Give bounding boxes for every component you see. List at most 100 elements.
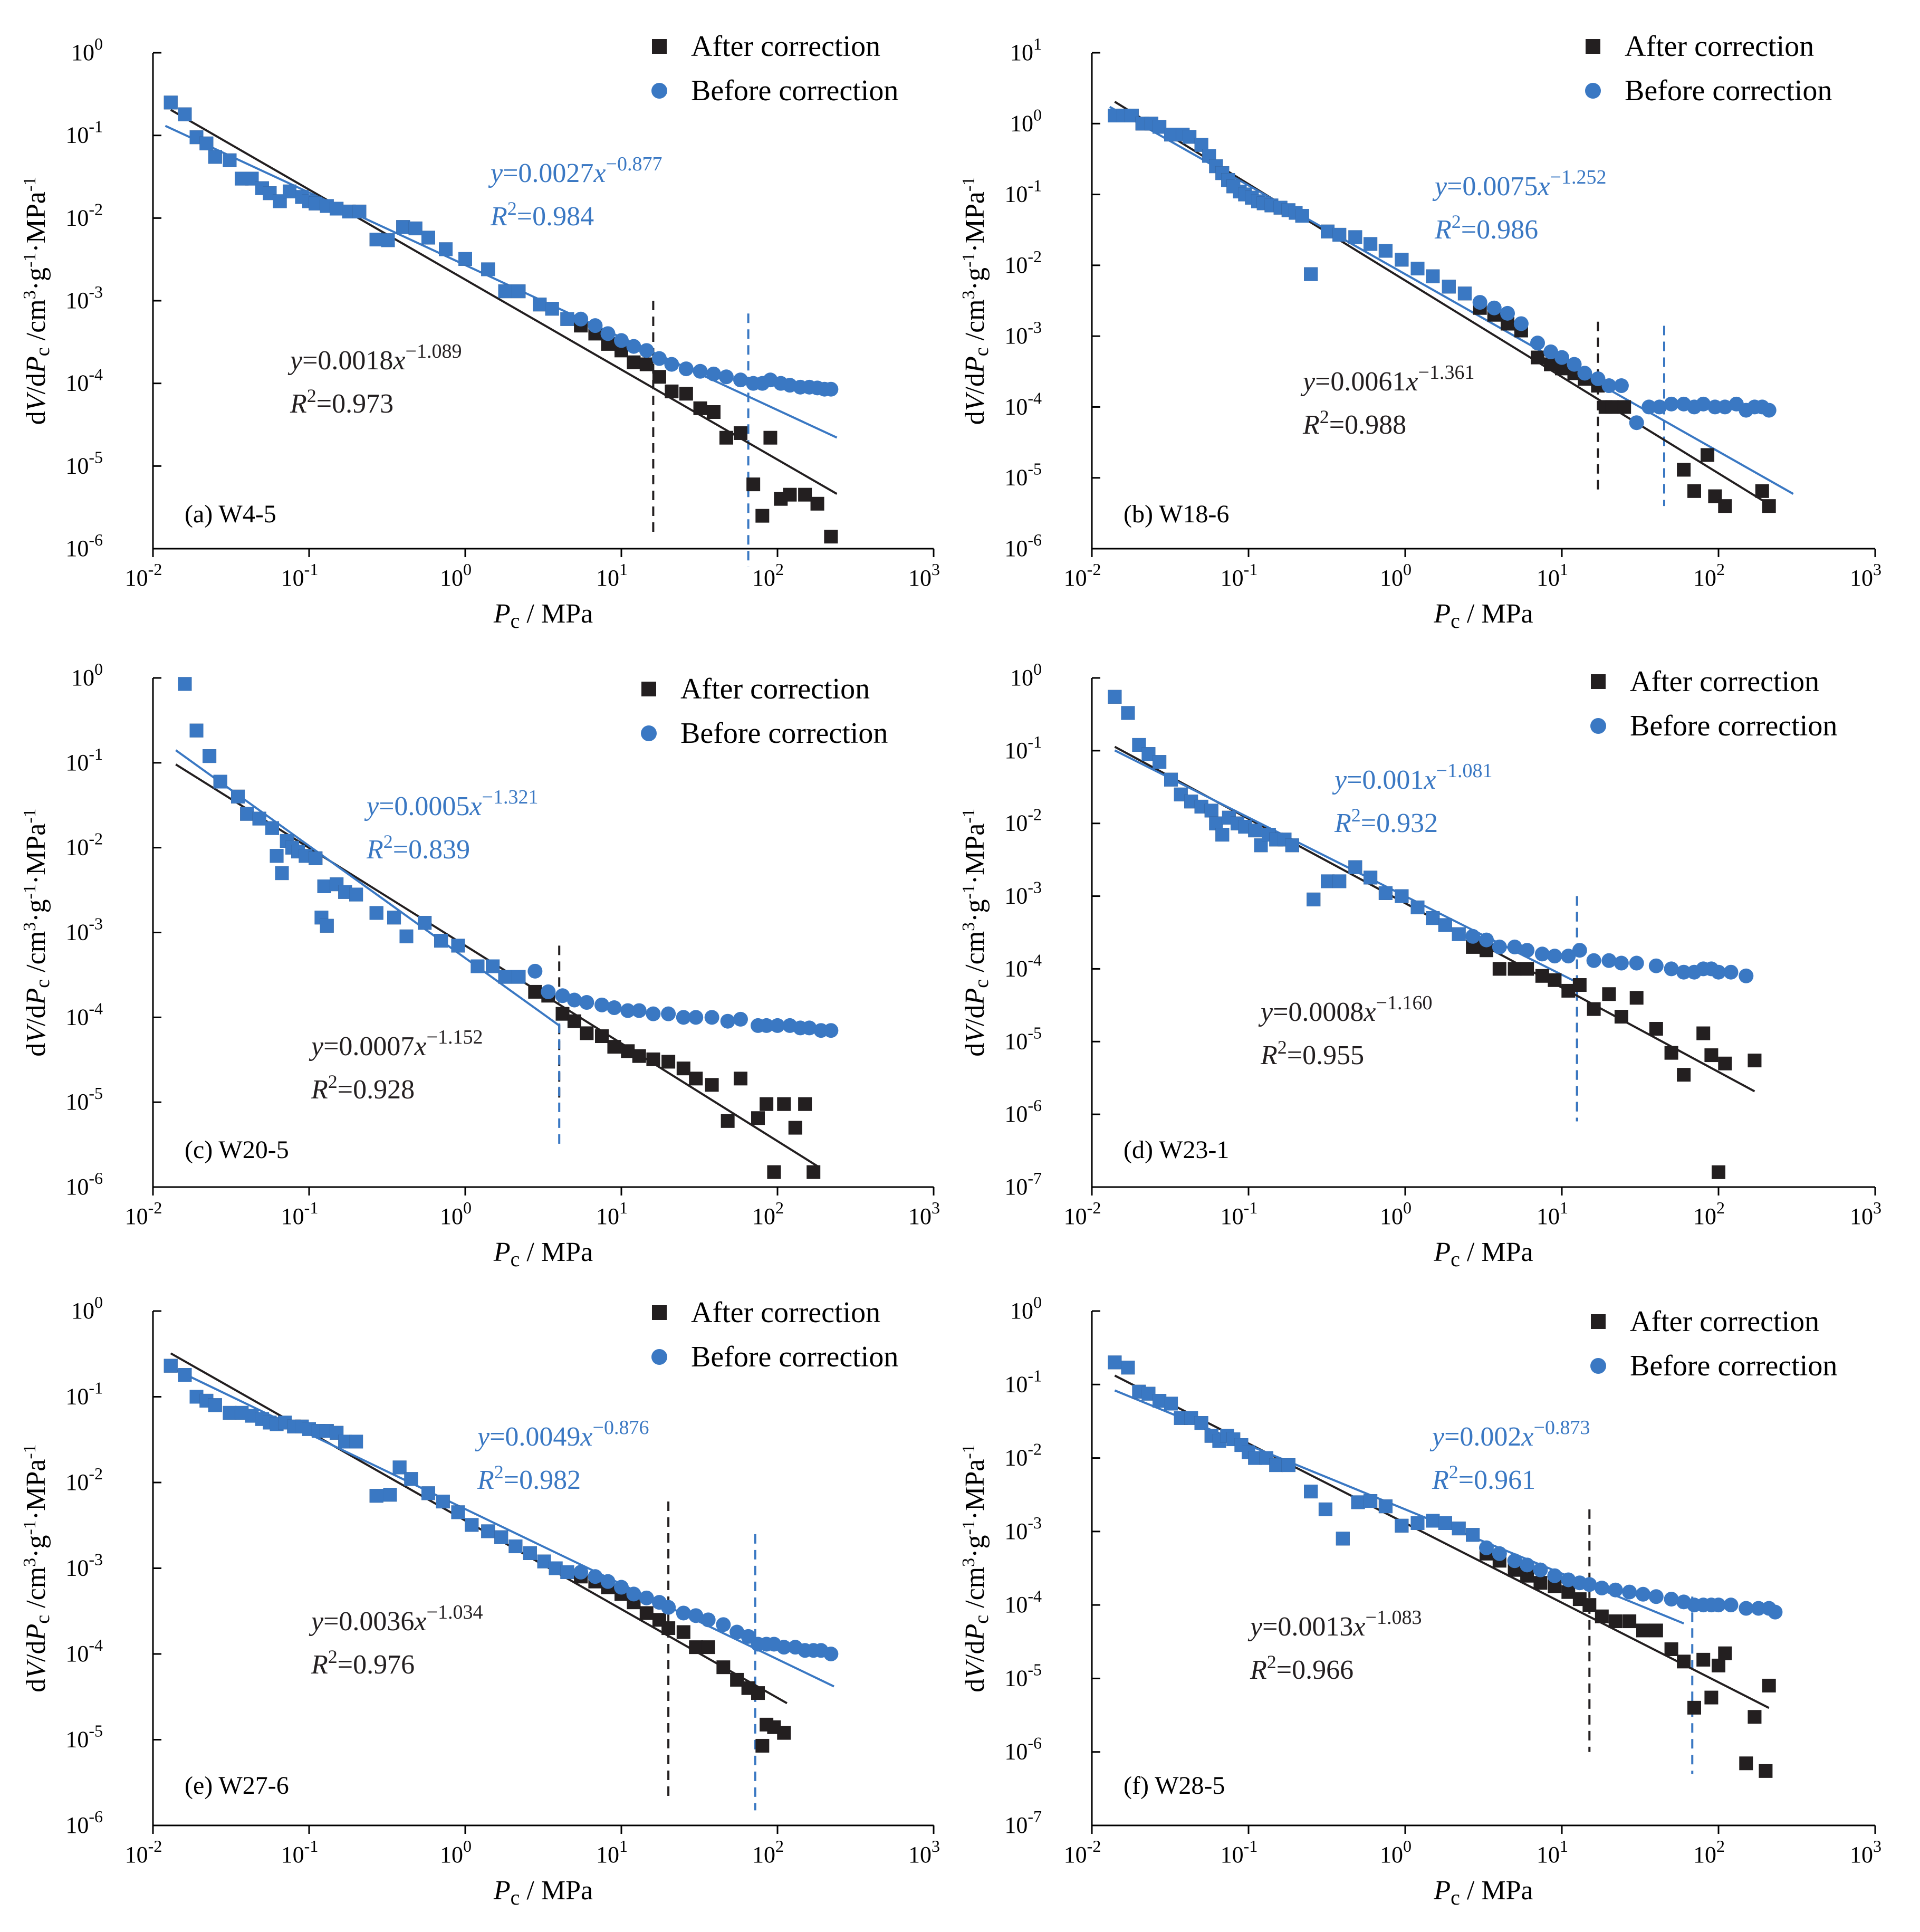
data-point-before <box>1534 946 1550 962</box>
y-tick-label: 10-6 <box>1004 1734 1042 1765</box>
data-point-before <box>614 1580 629 1595</box>
data-point-after <box>1582 1598 1597 1612</box>
data-point-after <box>733 1072 747 1086</box>
data-point-after <box>595 1029 609 1044</box>
x-tick-label: 100 <box>1380 1198 1412 1229</box>
data-point-after <box>755 1738 770 1753</box>
data-point-before <box>693 364 708 379</box>
data-point-after <box>1687 484 1701 498</box>
data-point-before <box>527 963 543 979</box>
data-point-before <box>1711 1598 1726 1613</box>
data-point-after <box>676 1061 690 1076</box>
data-point-after <box>676 1625 690 1639</box>
data-point-before <box>545 302 559 316</box>
fit-after-equation: y=0.0013x−1.083 <box>1247 1606 1422 1642</box>
data-point-after <box>1677 463 1691 477</box>
data-point-before <box>1696 396 1711 412</box>
data-point-before <box>688 1010 704 1025</box>
x-tick-label: 102 <box>752 560 784 591</box>
data-point-after <box>1718 1056 1732 1070</box>
data-point-before <box>676 1605 691 1621</box>
data-point-before <box>1304 1485 1318 1499</box>
data-point-before <box>1321 874 1335 888</box>
data-point-before <box>481 1524 495 1538</box>
data-point-before <box>567 992 582 1008</box>
y-tick-label: 100 <box>1010 105 1042 136</box>
data-point-before <box>465 1518 479 1532</box>
fit-before-r-squared: R2=0.982 <box>477 1461 581 1495</box>
data-point-before <box>421 231 435 245</box>
data-point-before <box>600 1574 616 1589</box>
data-point-before <box>1492 939 1507 954</box>
data-point-before <box>1457 286 1472 301</box>
data-point-before <box>718 369 734 385</box>
legend-label-after: After correction <box>1630 1305 1819 1338</box>
data-point-before <box>317 879 331 893</box>
data-point-before <box>678 361 694 377</box>
legend-marker-before <box>651 83 667 99</box>
data-point-before <box>646 1006 661 1021</box>
data-point-before <box>494 1530 508 1544</box>
data-point-before <box>1520 1557 1535 1573</box>
data-point-before <box>759 1018 774 1033</box>
y-axis-title: dV/dPc /cm3·g-1·MPa-1 <box>959 1444 993 1692</box>
y-tick-label: 10-2 <box>1004 247 1042 278</box>
data-point-before <box>1761 403 1777 418</box>
data-point-before <box>387 911 401 925</box>
x-tick-label: 10-2 <box>125 1837 162 1868</box>
data-point-before <box>240 807 254 821</box>
data-point-before <box>396 220 410 234</box>
x-axis-title: Pc / MPa <box>493 599 593 633</box>
legend-label-before: Before correction <box>691 1341 898 1373</box>
data-point-before <box>1336 1532 1350 1546</box>
legend-label-before: Before correction <box>691 74 898 107</box>
x-tick-label: 10-1 <box>281 1837 319 1868</box>
data-point-before <box>1121 706 1135 720</box>
data-point-before <box>537 1554 551 1568</box>
data-point-after <box>665 384 679 398</box>
data-point-before <box>1530 336 1545 351</box>
data-point-before <box>283 184 297 198</box>
data-point-before <box>1295 208 1309 223</box>
data-point-before <box>626 1586 641 1602</box>
data-point-after <box>1629 991 1644 1005</box>
y-tick-label: 10-3 <box>65 282 103 313</box>
data-point-before <box>1318 1502 1332 1516</box>
data-point-before <box>1601 378 1617 394</box>
data-point-before <box>471 959 485 973</box>
data-point-before <box>560 312 574 326</box>
data-point-after <box>810 496 824 511</box>
data-point-before <box>1664 961 1679 977</box>
y-tick-label: 10-4 <box>65 365 103 396</box>
data-point-before <box>1378 244 1393 258</box>
data-point-before <box>533 298 547 312</box>
data-point-before <box>1304 267 1318 281</box>
data-point-before <box>349 887 363 902</box>
y-tick-label: 10-2 <box>65 829 103 860</box>
data-point-before <box>1442 280 1456 294</box>
y-tick-label: 10-1 <box>65 1379 103 1410</box>
x-axis-title: Pc / MPa <box>1433 1237 1533 1271</box>
data-point-after <box>1677 1068 1691 1082</box>
chart-panel-6: 10-2 10-1 100 101 102 103 10-7 10-6 10-5 10-4 10-3… <box>959 1293 1881 1909</box>
x-tick-label: 10-1 <box>281 560 319 591</box>
data-point-after <box>1614 1010 1628 1024</box>
y-tick-label: 10-3 <box>65 1550 103 1581</box>
panel-label: (d) W23-1 <box>1124 1136 1229 1164</box>
x-tick-label: 101 <box>596 560 628 591</box>
data-point-before <box>1452 1522 1466 1536</box>
data-point-after <box>777 1097 791 1111</box>
legend-label-before: Before correction <box>1630 710 1837 742</box>
data-point-before <box>1183 130 1197 144</box>
data-point-before <box>1648 1589 1664 1604</box>
x-tick-label: 100 <box>1380 1837 1412 1868</box>
data-point-before <box>639 1590 654 1605</box>
y-axis-title: dV/dPc /cm3·g-1·MPa-1 <box>959 808 993 1056</box>
legend-label-before: Before correction <box>1625 74 1832 107</box>
data-point-before <box>1215 828 1230 842</box>
data-point-after <box>783 487 797 502</box>
x-tick-label: 100 <box>440 1837 472 1868</box>
legend-marker-after <box>1586 39 1600 54</box>
chart-panel-5: 10-2 10-1 100 101 102 103 10-6 10-5 10-4 10-3 10-2… <box>20 1293 940 1909</box>
data-point-after <box>719 431 733 445</box>
